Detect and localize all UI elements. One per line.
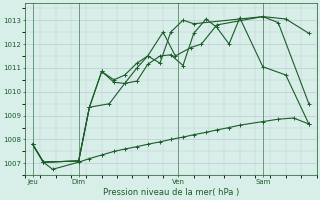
X-axis label: Pression niveau de la mer( hPa ): Pression niveau de la mer( hPa ) [103, 188, 239, 197]
